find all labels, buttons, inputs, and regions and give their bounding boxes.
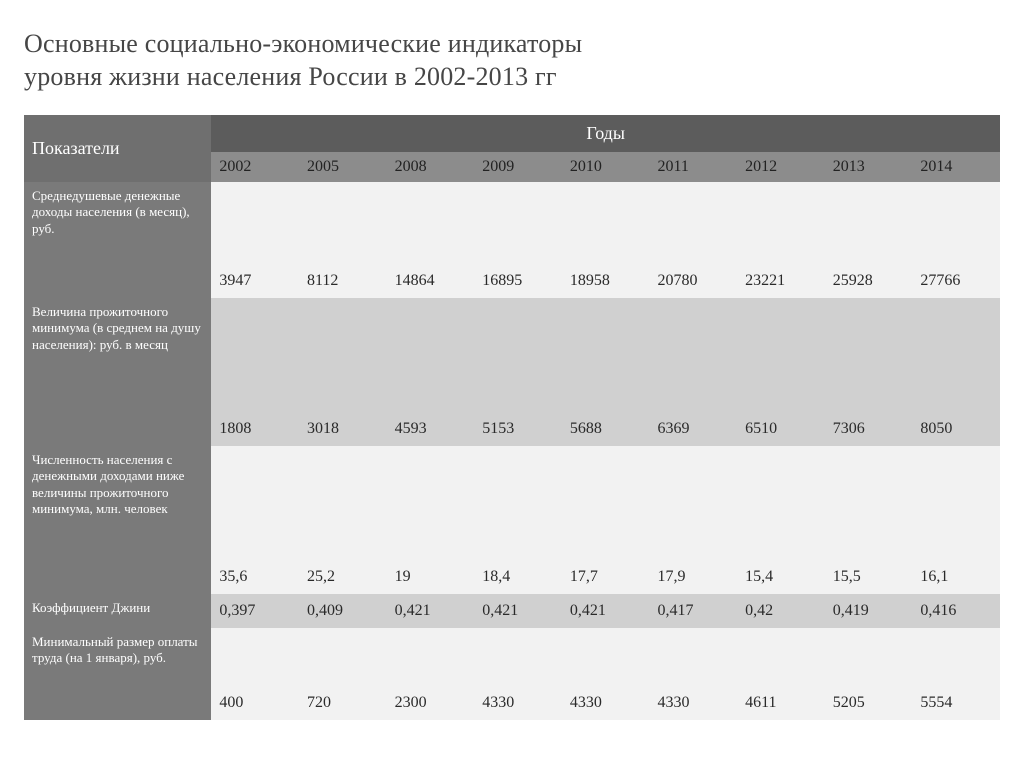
page-title: Основные социально-экономические индикат… — [24, 28, 1000, 93]
row-label: Коэффициент Джини — [24, 594, 211, 628]
year-header: 2010 — [562, 152, 650, 182]
title-line-1: Основные социально-экономические индикат… — [24, 29, 582, 58]
data-cell: 14864 — [387, 182, 475, 298]
row-label: Численность населения с денежными дохода… — [24, 446, 211, 594]
data-cell: 27766 — [912, 182, 1000, 298]
data-cell: 4611 — [737, 628, 825, 720]
year-header: 2009 — [474, 152, 562, 182]
data-cell: 0,397 — [211, 594, 299, 628]
data-cell: 18,4 — [474, 446, 562, 594]
data-cell: 15,4 — [737, 446, 825, 594]
row-label: Среднедушевые денежные доходы населения … — [24, 182, 211, 298]
year-header: 2002 — [211, 152, 299, 182]
table-row: Среднедушевые денежные доходы населения … — [24, 182, 1000, 298]
table-row: Минимальный размер оплаты труда (на 1 ян… — [24, 628, 1000, 720]
data-cell: 5205 — [825, 628, 913, 720]
year-header: 2011 — [649, 152, 737, 182]
table-row: Численность населения с денежными дохода… — [24, 446, 1000, 594]
data-cell: 4593 — [387, 298, 475, 446]
table-row: Величина прожиточного минимума (в средне… — [24, 298, 1000, 446]
year-header: 2008 — [387, 152, 475, 182]
year-header: 2005 — [299, 152, 387, 182]
data-cell: 0,421 — [562, 594, 650, 628]
data-cell: 2300 — [387, 628, 475, 720]
data-cell: 6510 — [737, 298, 825, 446]
col-header-indicator: Показатели — [24, 115, 211, 182]
data-cell: 20780 — [649, 182, 737, 298]
table-body: Среднедушевые денежные доходы населения … — [24, 182, 1000, 720]
data-cell: 720 — [299, 628, 387, 720]
data-cell: 0,416 — [912, 594, 1000, 628]
year-header: 2013 — [825, 152, 913, 182]
row-label: Минимальный размер оплаты труда (на 1 ян… — [24, 628, 211, 720]
col-header-years: Годы — [211, 115, 1000, 152]
data-cell: 3947 — [211, 182, 299, 298]
indicators-table: Показатели Годы 200220052008200920102011… — [24, 115, 1000, 720]
data-cell: 0,419 — [825, 594, 913, 628]
data-cell: 8050 — [912, 298, 1000, 446]
title-line-2: уровня жизни населения России в 2002-201… — [24, 62, 557, 91]
data-cell: 16,1 — [912, 446, 1000, 594]
data-cell: 4330 — [562, 628, 650, 720]
data-cell: 8112 — [299, 182, 387, 298]
data-cell: 19 — [387, 446, 475, 594]
data-cell: 25928 — [825, 182, 913, 298]
data-cell: 18958 — [562, 182, 650, 298]
data-cell: 5153 — [474, 298, 562, 446]
data-cell: 16895 — [474, 182, 562, 298]
data-cell: 3018 — [299, 298, 387, 446]
year-header: 2014 — [912, 152, 1000, 182]
data-cell: 0,421 — [387, 594, 475, 628]
data-cell: 400 — [211, 628, 299, 720]
data-cell: 23221 — [737, 182, 825, 298]
data-cell: 25,2 — [299, 446, 387, 594]
year-header: 2012 — [737, 152, 825, 182]
data-cell: 5554 — [912, 628, 1000, 720]
data-cell: 5688 — [562, 298, 650, 446]
data-cell: 0,42 — [737, 594, 825, 628]
data-cell: 4330 — [649, 628, 737, 720]
data-cell: 17,7 — [562, 446, 650, 594]
data-cell: 0,417 — [649, 594, 737, 628]
table-row: Коэффициент Джини0,3970,4090,4210,4210,4… — [24, 594, 1000, 628]
data-cell: 15,5 — [825, 446, 913, 594]
row-label: Величина прожиточного минимума (в средне… — [24, 298, 211, 446]
data-cell: 1808 — [211, 298, 299, 446]
data-cell: 6369 — [649, 298, 737, 446]
data-cell: 0,421 — [474, 594, 562, 628]
data-cell: 35,6 — [211, 446, 299, 594]
data-cell: 7306 — [825, 298, 913, 446]
data-cell: 0,409 — [299, 594, 387, 628]
data-cell: 4330 — [474, 628, 562, 720]
data-cell: 17,9 — [649, 446, 737, 594]
